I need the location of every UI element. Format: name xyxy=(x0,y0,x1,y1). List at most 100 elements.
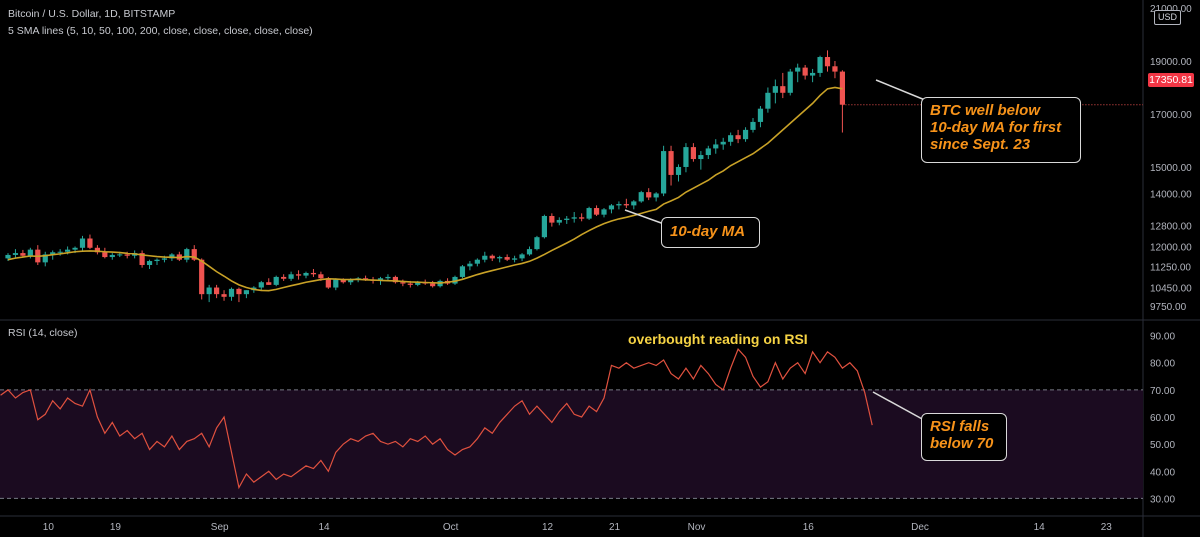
candle-112 xyxy=(839,70,845,133)
currency-badge[interactable]: USD xyxy=(1154,10,1182,25)
callout-connectors xyxy=(624,79,926,421)
candle-body-82 xyxy=(616,204,622,206)
candle-83 xyxy=(623,198,629,209)
candle-101 xyxy=(757,106,764,128)
candle-body-14 xyxy=(109,254,115,258)
candle-body-74 xyxy=(556,219,562,223)
candle-body-37 xyxy=(281,276,287,279)
candle-52 xyxy=(392,275,398,284)
candle-29 xyxy=(221,290,227,301)
candle-30 xyxy=(228,287,235,301)
time-tick-label-7: Nov xyxy=(688,522,706,533)
candle-body-26 xyxy=(199,259,205,295)
candle-body-73 xyxy=(549,215,555,223)
candle-body-107 xyxy=(802,67,808,76)
btc-callout-line-2: 10-day MA for first xyxy=(930,119,1062,136)
candle-25 xyxy=(191,245,197,262)
candle-body-55 xyxy=(415,282,421,285)
candle-body-85 xyxy=(638,192,644,202)
candle-4 xyxy=(35,245,41,266)
candle-body-61 xyxy=(459,266,466,277)
time-tick-label-6: 21 xyxy=(609,522,621,533)
time-tick-label-2: Sep xyxy=(211,522,229,533)
candle-92 xyxy=(690,143,696,162)
candle-body-22 xyxy=(169,254,175,259)
candle-96 xyxy=(720,137,726,150)
candle-body-18 xyxy=(139,253,145,266)
candle-39 xyxy=(295,270,302,280)
candle-5 xyxy=(42,251,48,267)
candle-body-16 xyxy=(124,254,130,256)
candle-body-67 xyxy=(504,257,510,260)
candle-70 xyxy=(526,246,533,256)
candle-41 xyxy=(310,268,317,277)
candle-65 xyxy=(489,254,495,262)
candle-109 xyxy=(817,55,823,77)
candle-body-60 xyxy=(452,276,458,284)
candle-body-92 xyxy=(690,147,696,160)
candle-97 xyxy=(728,132,734,146)
candle-body-88 xyxy=(661,151,667,194)
candle-body-27 xyxy=(206,287,212,295)
overbought-label: overbought reading on RSI xyxy=(628,331,808,347)
candle-111 xyxy=(832,60,838,79)
candle-body-100 xyxy=(750,121,756,130)
candle-body-83 xyxy=(623,204,629,206)
candle-body-102 xyxy=(765,92,771,109)
candle-91 xyxy=(683,143,689,173)
candle-body-19 xyxy=(146,261,153,266)
candle-body-42 xyxy=(318,274,324,279)
candle-body-79 xyxy=(593,208,600,215)
candle-body-76 xyxy=(571,217,577,219)
candle-79 xyxy=(593,205,600,216)
candle-74 xyxy=(556,217,562,226)
candle-body-106 xyxy=(795,67,801,72)
candle-body-72 xyxy=(541,215,547,238)
btc-callout-line-3: since Sept. 23 xyxy=(930,136,1031,153)
candle-body-20 xyxy=(154,259,160,262)
candle-18 xyxy=(139,250,145,268)
price-tick-label-5: 12800.00 xyxy=(1150,221,1192,232)
time-tick-label-9: Dec xyxy=(911,522,929,533)
candle-36 xyxy=(273,275,279,287)
rsi-callout-connector xyxy=(872,391,925,421)
rsi-callout-line-2: below 70 xyxy=(930,435,994,452)
price-tick-label-7: 11250.00 xyxy=(1150,262,1191,273)
candle-95 xyxy=(713,139,719,154)
candle-31 xyxy=(236,287,242,303)
candle-68 xyxy=(512,255,518,263)
candle-106 xyxy=(795,63,801,83)
candle-28 xyxy=(214,284,220,299)
price-tick-label-6: 12000.00 xyxy=(1150,242,1192,253)
candle-body-13 xyxy=(102,252,108,258)
candle-body-43 xyxy=(325,278,331,288)
btc-callout-connector xyxy=(875,79,926,101)
candle-body-2 xyxy=(20,253,26,256)
last-price-badge: 17350.81 xyxy=(1148,73,1194,87)
candle-82 xyxy=(616,201,622,210)
candle-66 xyxy=(497,255,503,263)
time-tick-label-11: 23 xyxy=(1101,522,1113,533)
candle-body-6 xyxy=(50,252,56,255)
candle-98 xyxy=(735,129,741,144)
candle-body-35 xyxy=(266,282,272,285)
candle-104 xyxy=(780,72,786,99)
rsi-tick-label-0: 90.00 xyxy=(1150,332,1175,343)
candle-20 xyxy=(154,258,160,266)
candle-body-52 xyxy=(392,276,398,283)
candle-60 xyxy=(452,275,458,285)
rsi-tick-label-2: 70.00 xyxy=(1150,386,1175,397)
rsi-tick-label-3: 60.00 xyxy=(1150,413,1175,424)
time-tick-label-8: 16 xyxy=(803,522,815,533)
price-tick-label-8: 10450.00 xyxy=(1150,284,1192,295)
rsi-level-lines xyxy=(0,389,1143,499)
candle-90 xyxy=(675,164,682,182)
candle-body-51 xyxy=(385,276,391,279)
candle-body-77 xyxy=(579,217,585,219)
candle-62 xyxy=(467,261,473,271)
candle-body-84 xyxy=(631,201,637,206)
candle-108 xyxy=(810,68,816,83)
candle-body-71 xyxy=(534,237,540,250)
btc-callout-line-1: BTC well below xyxy=(930,102,1041,119)
